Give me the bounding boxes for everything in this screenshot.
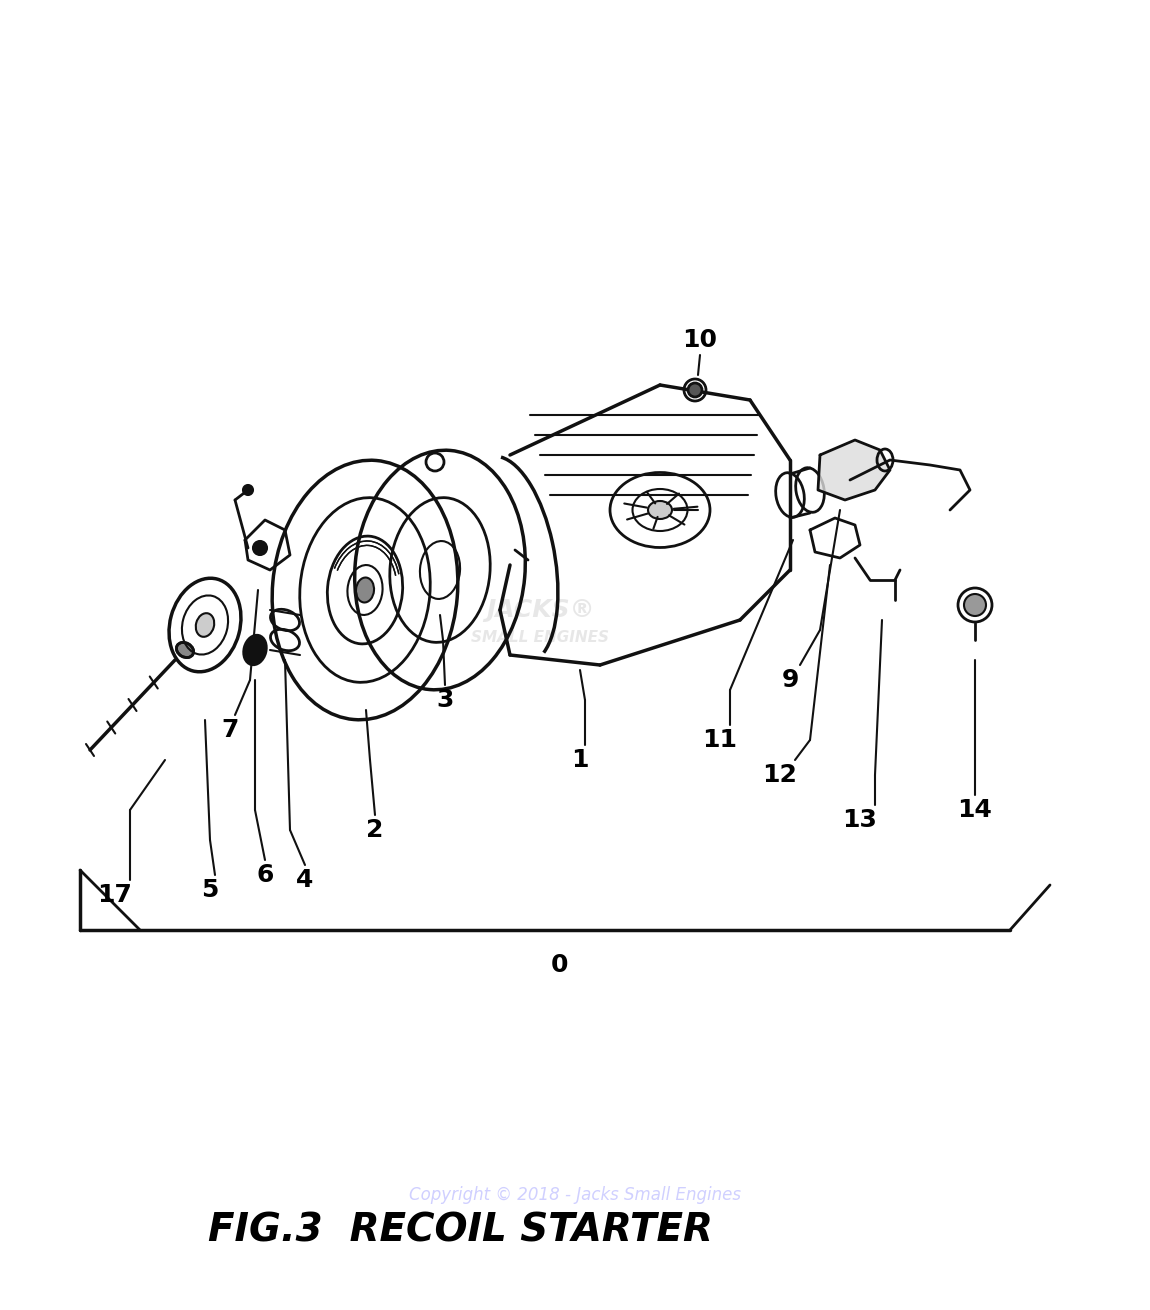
Polygon shape xyxy=(818,440,890,500)
Ellipse shape xyxy=(688,383,702,397)
Ellipse shape xyxy=(196,613,214,637)
Ellipse shape xyxy=(356,578,374,603)
Text: SMALL ENGINES: SMALL ENGINES xyxy=(472,630,610,646)
Text: JACKS®: JACKS® xyxy=(485,597,595,622)
Ellipse shape xyxy=(253,541,267,555)
Text: 10: 10 xyxy=(682,328,718,352)
Ellipse shape xyxy=(244,635,267,664)
Text: 11: 11 xyxy=(703,728,737,752)
Ellipse shape xyxy=(647,500,672,519)
Text: Copyright © 2018 - Jacks Small Engines: Copyright © 2018 - Jacks Small Engines xyxy=(409,1186,741,1204)
Text: 14: 14 xyxy=(958,798,992,821)
Text: 1: 1 xyxy=(572,748,589,772)
Ellipse shape xyxy=(176,642,193,658)
Text: 5: 5 xyxy=(201,878,218,903)
Text: 6: 6 xyxy=(256,863,274,887)
Text: 4: 4 xyxy=(297,869,314,892)
Text: 13: 13 xyxy=(843,808,877,832)
Ellipse shape xyxy=(964,593,986,616)
Text: FIG.3  RECOIL STARTER: FIG.3 RECOIL STARTER xyxy=(207,1210,713,1248)
Text: 9: 9 xyxy=(781,668,799,692)
Text: 7: 7 xyxy=(221,718,239,741)
Text: 3: 3 xyxy=(436,688,454,713)
Text: 17: 17 xyxy=(98,883,132,907)
Text: 0: 0 xyxy=(551,952,569,977)
Text: 12: 12 xyxy=(762,762,797,787)
Ellipse shape xyxy=(243,485,253,495)
Text: 2: 2 xyxy=(367,817,384,842)
